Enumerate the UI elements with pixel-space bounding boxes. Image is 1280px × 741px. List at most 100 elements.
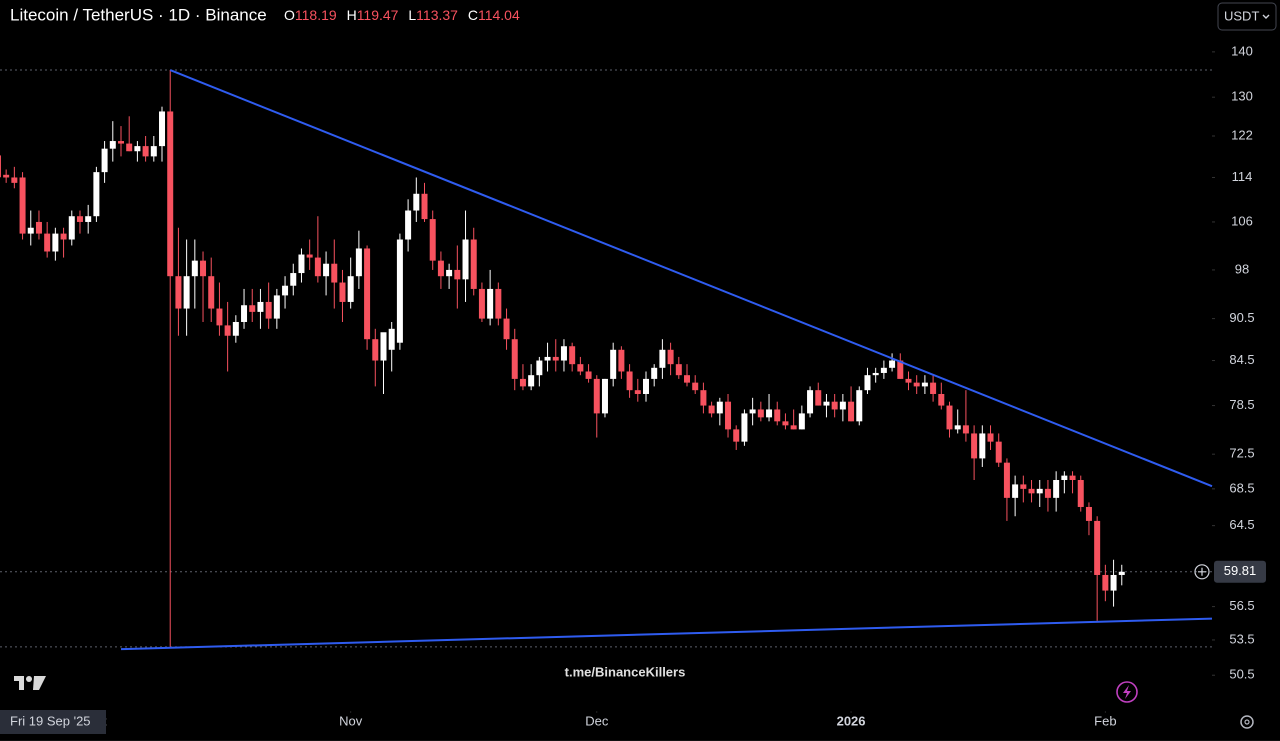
candle-body: [954, 425, 961, 430]
candle-body: [117, 141, 124, 144]
candle-body: [1003, 462, 1010, 498]
candle-body: [52, 233, 59, 252]
candle-body: [1094, 520, 1101, 575]
currency-selector[interactable]: USDT: [1217, 2, 1277, 31]
candle-body: [601, 378, 608, 414]
candle-body: [1044, 488, 1051, 498]
y-tick-label: 72.5: [1229, 446, 1254, 461]
candle-body: [355, 248, 362, 277]
candle-body: [798, 413, 805, 430]
y-tick-label: 78.5: [1229, 397, 1254, 412]
candle-body: [175, 276, 182, 309]
alert-ring[interactable]: [1116, 681, 1138, 703]
trendline: [169, 69, 1213, 488]
candle-body: [134, 146, 141, 152]
candle-body: [1102, 574, 1109, 591]
candle-body: [109, 141, 116, 149]
candle-body: [946, 405, 953, 430]
candle-body: [831, 401, 838, 410]
y-tick-label: 53.5: [1229, 631, 1254, 646]
y-tick-label: 122: [1231, 127, 1253, 142]
candle-body: [503, 318, 510, 340]
candle-body: [1085, 506, 1092, 521]
candle-body: [1020, 484, 1027, 489]
candle-body: [790, 425, 797, 430]
candle-body: [167, 111, 174, 277]
candle-body: [1028, 488, 1035, 494]
candle-body: [191, 260, 198, 277]
settings-icon[interactable]: [1240, 715, 1254, 729]
candle-body: [1061, 475, 1068, 481]
candle-body: [241, 305, 248, 322]
candle-body: [19, 177, 26, 234]
dropdown-arrow[interactable]: [1262, 14, 1270, 19]
candle-body: [380, 332, 387, 361]
candle-body: [749, 409, 756, 414]
date-tooltip-box: [0, 710, 106, 734]
candle-body: [372, 339, 379, 361]
y-tick-label: 84.5: [1229, 352, 1254, 367]
candle-body: [224, 325, 231, 336]
candle-body: [495, 288, 502, 319]
candle-body: [675, 364, 682, 376]
add-alert-plus[interactable]: [1198, 567, 1206, 576]
candle-body: [667, 349, 674, 365]
candle-body: [44, 233, 51, 252]
alert-bolt[interactable]: [1123, 685, 1131, 699]
logo-part: [33, 676, 46, 690]
candle-body: [0, 155, 1, 178]
candle-body: [848, 401, 855, 422]
candle-body: [159, 111, 166, 147]
candle-body: [364, 248, 371, 340]
candle-body: [733, 429, 740, 442]
candle-body: [101, 148, 108, 173]
ohlc-readout: O118.19 H119.47 L113.37 C114.04: [284, 7, 520, 23]
logo-part: [19, 676, 24, 690]
candle-body: [519, 378, 526, 387]
add-alert-circle[interactable]: [1194, 564, 1210, 580]
candle-body: [298, 254, 305, 274]
candle-body: [339, 282, 346, 302]
gear[interactable]: [1240, 715, 1254, 729]
candle-body: [766, 409, 773, 418]
y-tick-label: 106: [1231, 213, 1253, 228]
candle-body: [716, 401, 723, 414]
y-tick-label: 130: [1231, 89, 1253, 104]
ohlc-value: 118.19: [295, 7, 337, 23]
candle-body: [126, 143, 133, 152]
candle-body: [413, 193, 420, 211]
chart-title: Litecoin / TetherUS · 1D · Binance: [10, 5, 267, 24]
ohlc-value: 119.47: [357, 7, 399, 23]
plot-area: 140 130 122 114 106 98 90.5 84.5 78.5 72.5 68.5 64.…: [0, 43, 1255, 728]
candle-body: [987, 433, 994, 442]
candle-body: [282, 285, 289, 296]
candle-body: [93, 172, 100, 217]
currency-label[interactable]: USDT: [1224, 8, 1259, 23]
candle-body: [314, 257, 321, 277]
x-tick-label: Dec: [585, 713, 609, 728]
candle-body: [921, 382, 928, 387]
candle-body: [183, 276, 190, 309]
candle-body: [1012, 484, 1019, 498]
candle-body: [872, 372, 879, 376]
gear-center[interactable]: [1244, 719, 1250, 725]
currency-button[interactable]: [1217, 2, 1277, 31]
candle-body: [27, 227, 34, 234]
candle-body: [1053, 480, 1060, 498]
candle-body: [11, 177, 18, 183]
candle-body: [651, 367, 658, 379]
alert-icon[interactable]: [1116, 681, 1138, 703]
candle-body: [200, 260, 207, 277]
candle-body: [552, 356, 559, 361]
add-alert-button[interactable]: [1194, 564, 1210, 580]
trendline: [120, 617, 1213, 651]
candle-body: [692, 382, 699, 391]
candle-body: [396, 239, 403, 343]
candle-body: [478, 288, 485, 319]
logo: [14, 676, 46, 690]
candle-body: [511, 339, 518, 379]
x-tick-label: Feb: [1094, 713, 1116, 728]
candle-body: [815, 390, 822, 406]
